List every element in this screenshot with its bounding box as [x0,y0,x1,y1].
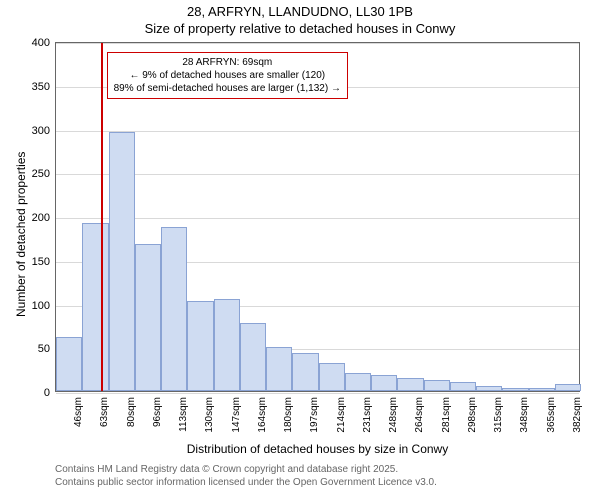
x-tick-label: 46sqm [73,397,84,427]
chart-title: 28, ARFRYN, LLANDUDNO, LL30 1PB Size of … [0,4,600,38]
y-axis-label: Number of detached properties [14,152,28,317]
y-tick-label: 200 [32,212,56,224]
histogram-bar [82,223,108,391]
histogram-bar [292,353,318,392]
x-tick-label: 96sqm [152,397,163,427]
x-tick-label: 298sqm [467,397,478,433]
y-gridline [56,43,579,44]
histogram-bar [214,299,240,391]
histogram-bar [135,244,161,391]
annotation-line: 28 ARFRYN: 69sqm [114,56,341,69]
annotation-line: 89% of semi-detached houses are larger (… [114,82,341,95]
plot-area: 05010015020025030035040046sqm63sqm80sqm9… [55,42,580,392]
histogram-chart: 28, ARFRYN, LLANDUDNO, LL30 1PB Size of … [0,0,600,500]
histogram-bar [555,384,581,391]
histogram-bar [424,380,450,391]
x-tick-label: 113sqm [178,397,189,432]
x-tick-label: 248sqm [388,397,399,433]
reference-line [101,43,103,391]
x-tick-label: 348sqm [519,397,530,433]
x-tick-label: 281sqm [441,397,452,433]
histogram-bar [266,347,292,391]
x-tick-label: 264sqm [414,397,425,433]
y-tick-label: 400 [32,37,56,49]
x-tick-label: 147sqm [231,397,242,433]
y-tick-label: 350 [32,81,56,93]
y-tick-label: 50 [38,343,56,355]
x-tick-label: 231sqm [362,397,373,433]
histogram-bar [529,388,555,391]
x-axis-label: Distribution of detached houses by size … [55,442,580,456]
histogram-bar [345,373,371,391]
x-tick-label: 63sqm [99,397,110,427]
footer-line-1: Contains HM Land Registry data © Crown c… [55,464,437,477]
annotation-line: ← 9% of detached houses are smaller (120… [114,69,341,82]
y-tick-label: 300 [32,125,56,137]
histogram-bar [371,375,397,391]
histogram-bar [476,386,502,391]
histogram-bar [187,301,213,391]
reference-annotation: 28 ARFRYN: 69sqm← 9% of detached houses … [107,52,348,99]
x-tick-label: 214sqm [336,397,347,433]
x-tick-label: 164sqm [257,397,268,433]
footer-attribution: Contains HM Land Registry data © Crown c… [55,464,437,489]
y-tick-label: 250 [32,168,56,180]
histogram-bar [502,388,528,392]
x-tick-label: 315sqm [493,397,504,433]
title-line-2: Size of property relative to detached ho… [0,21,600,38]
x-tick-label: 365sqm [546,397,557,433]
histogram-bar [240,323,266,391]
histogram-bar [397,378,423,391]
histogram-bar [450,382,476,391]
x-tick-label: 80sqm [126,397,137,427]
title-line-1: 28, ARFRYN, LLANDUDNO, LL30 1PB [0,4,600,21]
y-tick-label: 0 [44,387,56,399]
y-tick-label: 100 [32,300,56,312]
x-tick-label: 382sqm [572,397,583,433]
x-tick-label: 180sqm [283,397,294,433]
x-tick-label: 130sqm [204,397,215,433]
histogram-bar [319,363,345,391]
x-tick-label: 197sqm [309,397,320,433]
histogram-bar [109,132,135,391]
y-tick-label: 150 [32,256,56,268]
histogram-bar [56,337,82,391]
y-gridline [56,393,579,394]
footer-line-2: Contains public sector information licen… [55,477,437,490]
histogram-bar [161,227,187,391]
